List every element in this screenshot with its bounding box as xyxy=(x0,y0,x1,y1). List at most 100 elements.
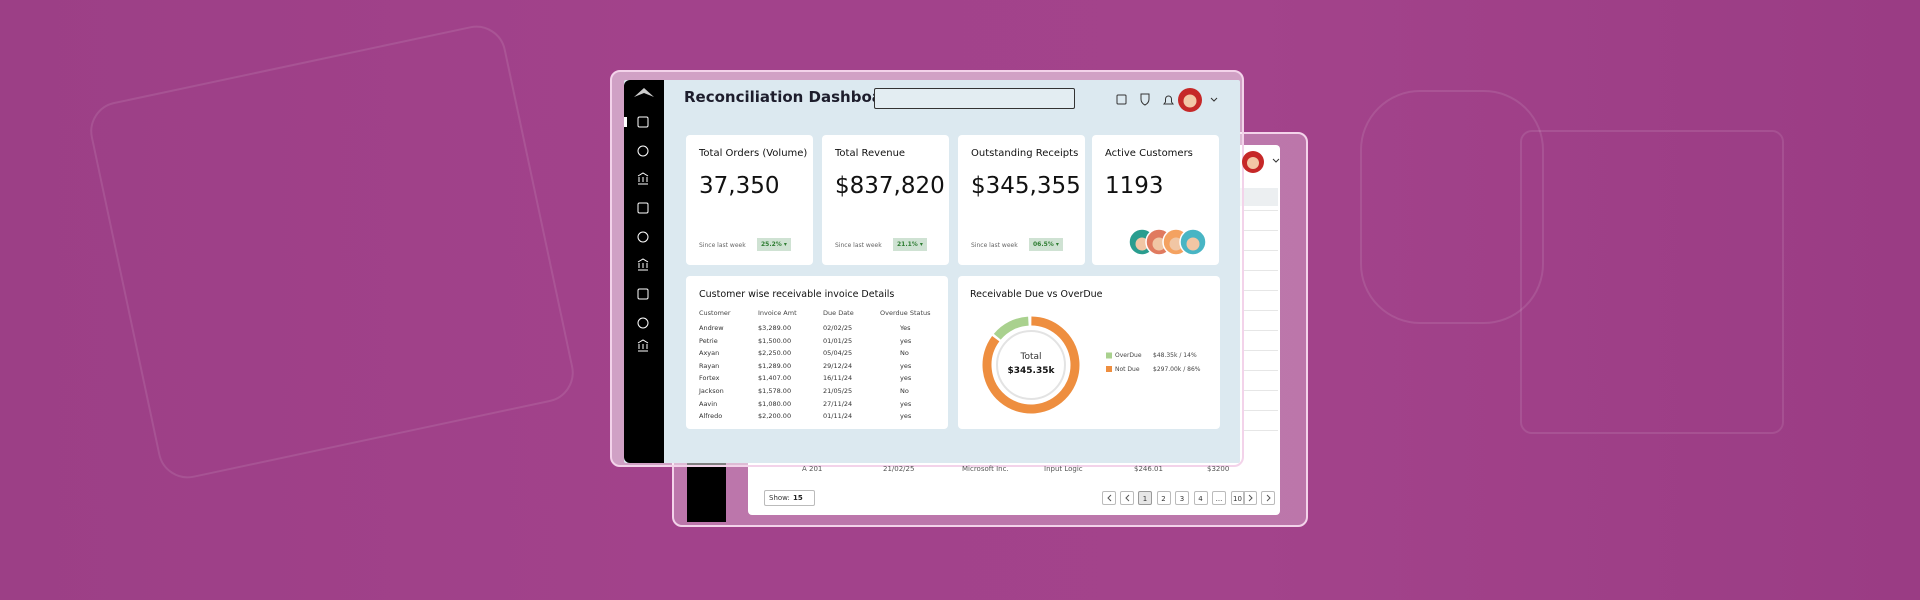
table-cell: 05/04/25 xyxy=(823,349,853,358)
table-cell: Axyan xyxy=(699,349,720,358)
table-cell: A 201 xyxy=(802,465,823,473)
row-line xyxy=(1244,370,1278,371)
table-cell: 02/02/25 xyxy=(823,324,853,332)
legend-swatch xyxy=(1106,366,1112,372)
table-cell: yes xyxy=(900,336,912,345)
table-cell: $3,289.00 xyxy=(758,324,792,332)
kpi-note: Since last week xyxy=(971,242,1018,249)
nav-active xyxy=(624,117,627,127)
table-cell: yes xyxy=(900,412,912,421)
donut-segment xyxy=(982,316,1080,414)
row-line xyxy=(1244,270,1278,271)
kpi-value: 1193 xyxy=(1105,173,1164,199)
logo xyxy=(634,88,654,97)
legend-name: Not Due xyxy=(1115,365,1140,373)
row-line xyxy=(1244,410,1278,411)
bg-shape xyxy=(1360,90,1544,324)
table-cell: 01/01/25 xyxy=(823,336,853,345)
page-button[interactable]: 3 xyxy=(1175,491,1189,505)
legend-amount: $297.00k / 86% xyxy=(1153,365,1201,373)
row-line xyxy=(1244,250,1278,251)
table-cell: yes xyxy=(900,361,912,370)
table-cell: 27/11/24 xyxy=(823,399,853,408)
kpi-note: Since last week xyxy=(835,242,882,249)
chevron xyxy=(1210,97,1218,102)
table-cell: 29/12/24 xyxy=(823,361,853,370)
table-title: Customer wise receivable invoice Details xyxy=(699,289,895,300)
show-value: 15 xyxy=(793,494,803,502)
bell-icon xyxy=(1163,95,1174,105)
row-line xyxy=(1244,330,1278,331)
kpi-card xyxy=(822,135,949,265)
row-line xyxy=(1244,290,1278,291)
nav-icon xyxy=(637,258,649,271)
table-cell: Petrie xyxy=(699,336,718,345)
chevron xyxy=(1272,158,1280,163)
page-button[interactable]: 1 xyxy=(1138,491,1152,505)
page-nav[interactable] xyxy=(1120,491,1134,505)
nav-icon xyxy=(637,288,649,300)
legend-swatch xyxy=(1106,352,1112,359)
page-nav[interactable] xyxy=(1261,491,1275,505)
nav-chevron xyxy=(1248,494,1253,502)
table-cell: $2,250.00 xyxy=(758,349,792,358)
table-cell: Andrew xyxy=(699,324,724,332)
kpi-label: Active Customers xyxy=(1105,148,1193,159)
table-cell: Microsoft Inc. xyxy=(962,465,1009,473)
nav-icon xyxy=(637,339,649,352)
donut-center-label: Total xyxy=(1019,352,1041,362)
table-cell: $246.01 xyxy=(1134,465,1163,473)
table-cell: $2,200.00 xyxy=(758,412,792,421)
nav-icon xyxy=(637,172,649,185)
row-line xyxy=(1244,210,1278,211)
kpi-value: $345,355 xyxy=(971,173,1081,199)
customer-avatar-face xyxy=(1186,237,1200,251)
back-avatar-face xyxy=(1247,157,1259,169)
page-button[interactable]: ... xyxy=(1212,491,1226,505)
table-cell: Yes xyxy=(900,324,911,332)
row-line xyxy=(1244,230,1278,231)
table-cell: Fortex xyxy=(699,374,720,383)
table-cell: $1,289.00 xyxy=(758,361,792,370)
table-cell: $1,080.00 xyxy=(758,399,792,408)
nav-chevron xyxy=(1107,494,1112,502)
table-cell: 21/02/25 xyxy=(883,465,915,473)
kpi-card xyxy=(686,135,813,265)
table-cell: $3200 xyxy=(1207,465,1230,473)
table-cell: yes xyxy=(900,374,912,383)
column-header: Invoice Amt xyxy=(758,309,797,317)
kpi-label: Outstanding Receipts xyxy=(971,148,1079,159)
legend-name: OverDue xyxy=(1115,352,1142,359)
kpi-value: 37,350 xyxy=(699,173,780,199)
show-label: Show: xyxy=(769,494,790,502)
page-button[interactable]: 4 xyxy=(1193,491,1208,505)
kpi-value: $837,820 xyxy=(835,173,945,199)
kpi-note: Since last week xyxy=(699,242,746,249)
nav-chevron xyxy=(1125,494,1130,502)
row-line xyxy=(1244,390,1278,391)
donut-inner-ring xyxy=(996,330,1066,400)
kpi-label: Total Revenue xyxy=(835,148,906,159)
row-line xyxy=(1244,430,1278,431)
bg-shape xyxy=(1520,130,1784,434)
row-line xyxy=(1244,350,1278,351)
page-button[interactable]: 10 xyxy=(1230,491,1245,505)
table-cell: Alfredo xyxy=(699,412,723,421)
donut-center-value: $345.35k xyxy=(1008,366,1056,376)
kpi-label: Total Orders (Volume) xyxy=(699,148,808,159)
page-button[interactable]: 2 xyxy=(1156,491,1171,505)
table-cell: yes xyxy=(900,399,912,408)
column-header: Due Date xyxy=(823,309,854,317)
page-nav[interactable] xyxy=(1102,491,1116,505)
column-header: Customer xyxy=(699,309,731,317)
customer-avatar-face xyxy=(1135,237,1149,251)
kpi-card xyxy=(958,135,1085,265)
table-card xyxy=(686,276,948,429)
kpi-change: 21.1% ▾ xyxy=(893,238,927,251)
show-select[interactable] xyxy=(764,490,815,506)
table-cell: Jackson xyxy=(699,387,724,395)
page-nav[interactable] xyxy=(1243,491,1257,505)
search-box[interactable] xyxy=(874,88,1075,109)
